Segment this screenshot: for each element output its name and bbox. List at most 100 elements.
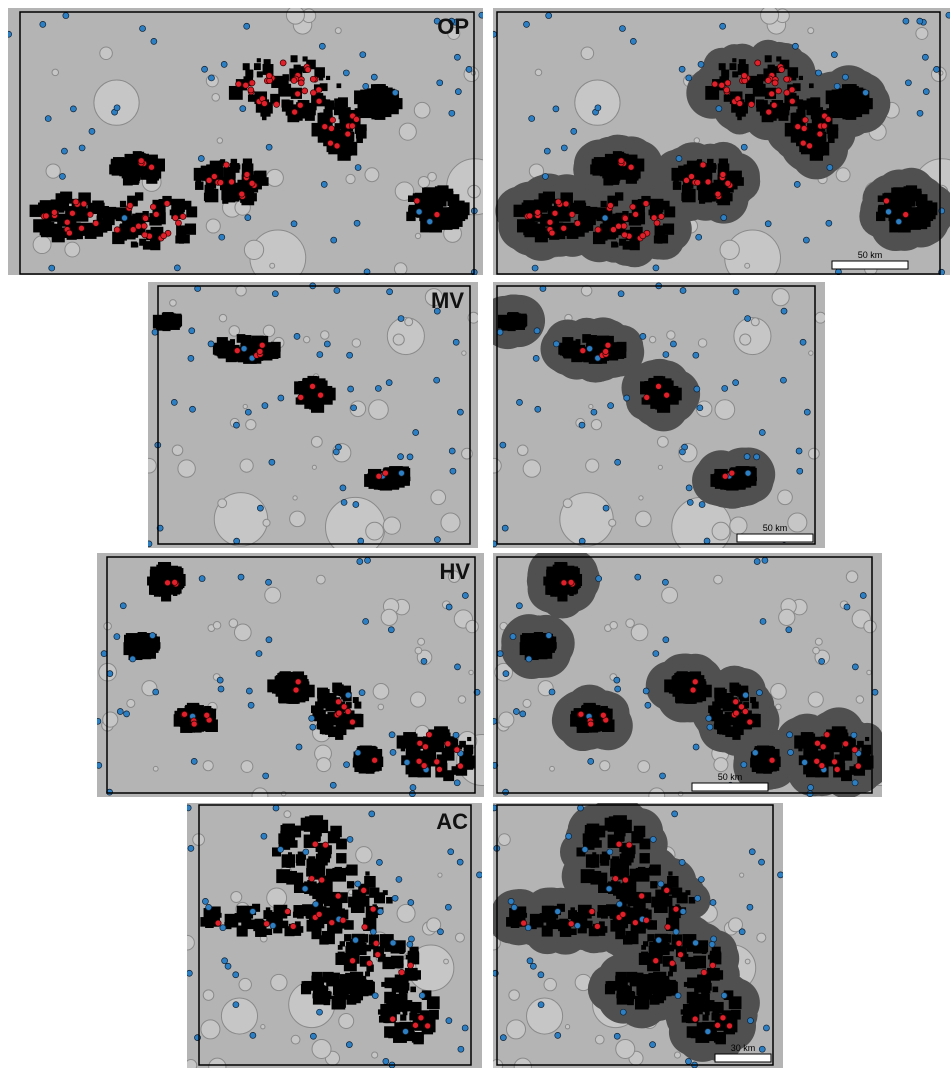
red-point bbox=[769, 91, 775, 97]
red-point bbox=[350, 958, 356, 964]
scale-bar bbox=[737, 534, 813, 542]
red-point bbox=[340, 917, 346, 923]
detection-area bbox=[586, 216, 596, 226]
blue-point bbox=[513, 709, 519, 715]
blue-point bbox=[686, 485, 692, 491]
red-point bbox=[334, 143, 340, 149]
detection-area bbox=[170, 566, 178, 574]
detection-area bbox=[386, 897, 393, 904]
crater bbox=[714, 575, 723, 584]
detection-area bbox=[153, 573, 163, 583]
crater bbox=[778, 490, 793, 505]
crater bbox=[808, 692, 823, 707]
detection-area bbox=[360, 124, 367, 131]
detection-area bbox=[328, 831, 340, 843]
blue-point bbox=[819, 658, 825, 664]
red-point bbox=[425, 1023, 431, 1029]
blue-point bbox=[619, 26, 625, 32]
blue-point bbox=[827, 165, 833, 171]
blue-point bbox=[151, 38, 157, 44]
crater bbox=[170, 300, 177, 307]
red-point bbox=[153, 211, 159, 217]
blue-point bbox=[516, 399, 522, 405]
detection-area bbox=[307, 397, 312, 402]
blue-point bbox=[269, 459, 275, 465]
blue-point bbox=[189, 328, 195, 334]
detection-area bbox=[365, 871, 369, 875]
crater bbox=[846, 571, 858, 583]
blue-point bbox=[434, 377, 440, 383]
crater bbox=[411, 692, 426, 707]
detection-area bbox=[314, 977, 325, 988]
crater bbox=[356, 847, 372, 863]
detection-area bbox=[340, 941, 345, 946]
detection-area bbox=[262, 116, 267, 121]
blue-point bbox=[225, 963, 231, 969]
red-point bbox=[390, 1016, 396, 1022]
detection-area bbox=[365, 971, 370, 976]
red-point bbox=[114, 227, 120, 233]
red-point bbox=[563, 201, 569, 207]
blue-point bbox=[462, 593, 468, 599]
crater bbox=[772, 289, 789, 306]
detection-area bbox=[364, 752, 369, 757]
blue-point bbox=[860, 593, 866, 599]
crater bbox=[241, 761, 253, 773]
detection-area bbox=[768, 65, 775, 72]
blue-point bbox=[353, 937, 359, 943]
blue-point bbox=[278, 846, 284, 852]
red-point bbox=[319, 877, 325, 883]
red-point bbox=[748, 101, 754, 107]
red-point bbox=[607, 202, 613, 208]
buffer-map: 50 km bbox=[493, 282, 825, 548]
detection-area bbox=[326, 76, 330, 80]
red-point bbox=[206, 177, 212, 183]
detection-area bbox=[340, 117, 348, 125]
blue-point bbox=[831, 52, 837, 58]
detection-area bbox=[358, 907, 362, 911]
red-point bbox=[64, 219, 70, 225]
red-point bbox=[719, 82, 725, 88]
map-image: HV bbox=[97, 553, 484, 797]
crater bbox=[815, 638, 822, 645]
red-point bbox=[784, 90, 790, 96]
red-point bbox=[310, 383, 316, 389]
detection-area bbox=[294, 65, 301, 72]
blue-point bbox=[390, 749, 396, 755]
red-point bbox=[223, 162, 229, 168]
blue-point bbox=[359, 690, 365, 696]
blue-point bbox=[694, 386, 700, 392]
crater bbox=[779, 609, 795, 625]
blue-point bbox=[198, 156, 204, 162]
blue-point bbox=[403, 1029, 409, 1035]
blue-point bbox=[317, 352, 323, 358]
crater bbox=[581, 47, 594, 60]
red-point bbox=[742, 708, 748, 714]
detection-area bbox=[129, 177, 134, 182]
red-point bbox=[69, 210, 75, 216]
red-point bbox=[180, 213, 186, 219]
detection-area bbox=[354, 702, 361, 709]
detection-area bbox=[205, 919, 214, 928]
crater bbox=[418, 176, 429, 187]
detection-area bbox=[118, 166, 127, 175]
blue-point bbox=[579, 422, 585, 428]
blue-point bbox=[319, 43, 325, 49]
crater bbox=[715, 400, 735, 420]
blue-point bbox=[437, 929, 443, 935]
red-point bbox=[814, 758, 820, 764]
blue-point bbox=[653, 265, 659, 271]
panel-label: OP bbox=[437, 14, 469, 39]
red-point bbox=[692, 679, 698, 685]
detection-area bbox=[797, 100, 806, 109]
blue-point bbox=[716, 106, 722, 112]
red-point bbox=[580, 348, 586, 354]
red-point bbox=[690, 687, 696, 693]
detection-area bbox=[724, 95, 731, 102]
detection-area bbox=[664, 679, 677, 692]
red-point bbox=[903, 212, 909, 218]
blue-point bbox=[788, 749, 794, 755]
detection-area bbox=[275, 676, 280, 681]
blue-point bbox=[445, 904, 451, 910]
blue-point bbox=[449, 448, 455, 454]
